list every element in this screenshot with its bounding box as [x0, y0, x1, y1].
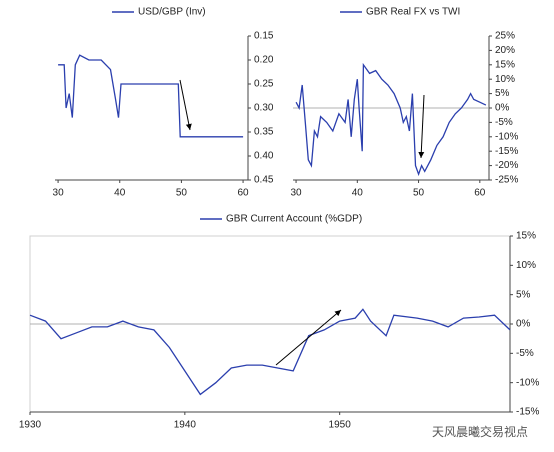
y-tick-label: -5%	[495, 117, 513, 128]
y-tick-label: 0.15	[254, 31, 274, 42]
y-tick-label: 0.20	[254, 55, 274, 66]
legend-label: GBR Current Account (%GDP)	[226, 214, 362, 225]
legend-label: GBR Real FX vs TWI	[366, 7, 460, 18]
data-line	[295, 62, 487, 177]
y-tick-label: 10%	[495, 74, 515, 85]
y-tick-label: -25%	[495, 175, 518, 186]
y-tick-label: -10%	[516, 377, 539, 388]
data-line	[58, 54, 244, 138]
y-tick-label: 0%	[516, 319, 531, 330]
y-tick-label: 10%	[516, 260, 536, 271]
x-tick-label: 1940	[174, 420, 197, 431]
y-tick-label: -15%	[495, 146, 518, 157]
x-tick-label: 1950	[329, 420, 352, 431]
x-tick-label: 1930	[19, 420, 42, 431]
x-tick-label: 50	[413, 188, 425, 199]
y-tick-label: 0.30	[254, 103, 274, 114]
y-tick-label: 20%	[495, 45, 515, 56]
data-line	[29, 308, 511, 396]
y-tick-label: -10%	[495, 131, 518, 142]
y-tick-label: -20%	[495, 160, 518, 171]
y-tick-label: 15%	[516, 231, 536, 242]
x-tick-label: 30	[53, 188, 65, 199]
x-tick-label: 60	[238, 188, 250, 199]
x-tick-label: 60	[474, 188, 486, 199]
x-tick-label: 50	[176, 188, 188, 199]
y-tick-label: 5%	[495, 88, 510, 99]
y-tick-label: 25%	[495, 31, 515, 42]
y-tick-label: 15%	[495, 59, 515, 70]
y-tick-label: 0.40	[254, 151, 274, 162]
y-tick-label: 0.45	[254, 175, 274, 186]
y-tick-label: 0.25	[254, 79, 274, 90]
watermark: 天风晨曦交易视点	[432, 424, 528, 439]
x-tick-label: 40	[352, 188, 364, 199]
legend-label: USD/GBP (Inv)	[138, 7, 206, 18]
charts: 0.15 0.20 0.25 0.30 0.35 0.40 0.45 30 40 50 60 USD/…	[19, 7, 540, 431]
annotation-arrow	[179, 79, 192, 131]
y-tick-label: -15%	[516, 407, 539, 418]
x-tick-label: 30	[291, 188, 303, 199]
y-tick-label: 5%	[516, 289, 531, 300]
annotation-arrow	[418, 94, 425, 159]
annotation-arrow	[275, 309, 342, 366]
y-tick-label: 0%	[495, 103, 510, 114]
y-tick-label: 0.35	[254, 127, 274, 138]
x-tick-label: 40	[114, 188, 126, 199]
y-tick-label: -5%	[516, 348, 534, 359]
